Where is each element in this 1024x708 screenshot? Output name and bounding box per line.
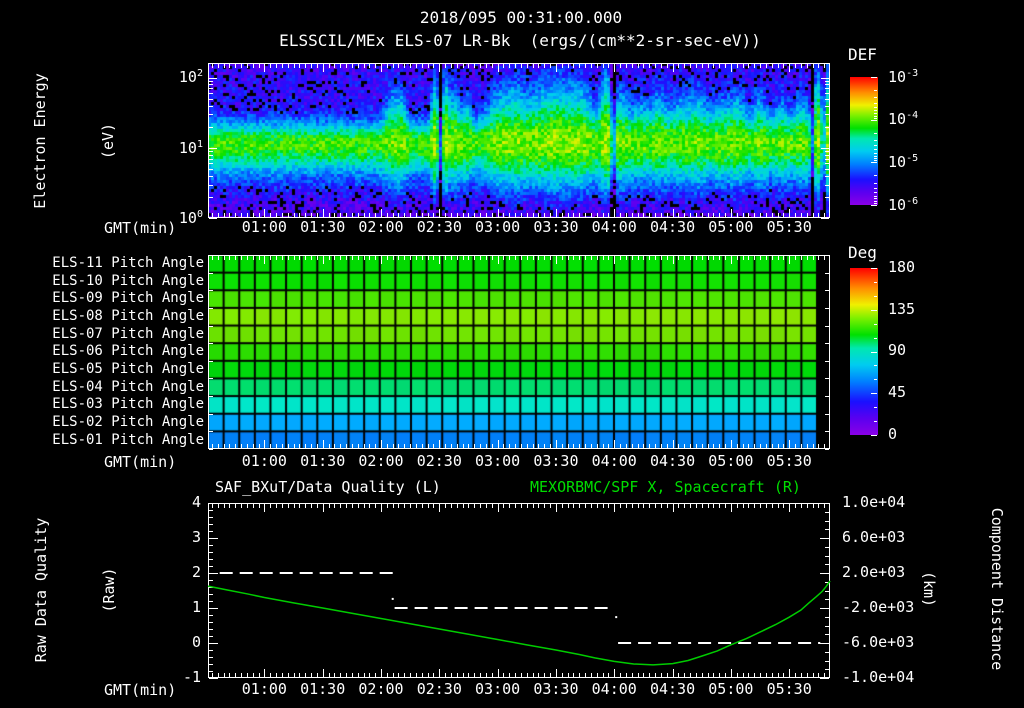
quality-tick-label: -1	[182, 667, 201, 686]
pitch-angle-row-label: ELS-01 Pitch Angle	[52, 431, 204, 448]
spacecraft-x-distance-curve	[207, 580, 831, 666]
gmt-axis-label: GMT(min)	[104, 453, 177, 471]
def-colorbar-tick-label: 10-6	[888, 195, 919, 214]
x-tick-label: 01:30	[300, 451, 346, 470]
axis-label-line: Raw Data Quality	[32, 517, 50, 663]
x-tick-label: 04:30	[649, 217, 696, 236]
x-tick-label: 02:00	[358, 679, 404, 698]
pitch-angle-row-label: ELS-05 Pitch Angle	[52, 360, 204, 377]
middle-panel-frame	[208, 255, 830, 449]
pitch-angle-grid	[208, 255, 830, 449]
axis-label-line: (Raw)	[99, 567, 118, 613]
quality-tick-label: 3	[191, 527, 201, 546]
right-series-title: MEXORBMC/SPF X, Spacecraft (R)	[530, 478, 801, 496]
timestamp-title: 2018/095 00:31:00.000	[419, 8, 623, 27]
distance-tick-label: -6.0e+03	[842, 632, 915, 651]
x-tick-label: 01:00	[241, 217, 287, 236]
def-colorbar-tick-label: 10-5	[888, 153, 919, 172]
pitch-angle-row-label: ELS-06 Pitch Angle	[52, 343, 204, 360]
x-tick-label: 03:30	[533, 451, 579, 470]
def-colorbar-tick-label: 10-4	[888, 110, 919, 129]
pitch-angle-row-label: ELS-10 Pitch Angle	[52, 272, 204, 289]
distance-tick-label: 1.0e+04	[842, 492, 906, 511]
distance-tick-label: 6.0e+03	[842, 527, 906, 546]
distance-tick-label: 2.0e+03	[842, 562, 906, 581]
x-tick-label: 04:00	[591, 451, 637, 470]
x-tick-label: 04:30	[649, 679, 696, 698]
def-colorbar-tick-label: 10-3	[888, 67, 919, 86]
electron-energy-spectrogram	[208, 63, 830, 218]
bottom-panel-frame	[208, 503, 830, 678]
deg-colorbar	[850, 268, 878, 435]
raw-data-quality-axis-label: Raw Data Quality (Raw)	[0, 518, 165, 663]
x-tick-label: 05:00	[708, 217, 754, 236]
x-tick-label: 05:30	[766, 217, 812, 236]
distance-tick-label: -1.0e+04	[842, 667, 915, 686]
data-quality-point	[391, 597, 394, 600]
pitch-angle-row-label: ELS-07 Pitch Angle	[52, 325, 204, 342]
energy-tick-label: 101	[178, 138, 203, 157]
quality-tick-label: 4	[191, 492, 201, 511]
x-tick-label: 03:30	[533, 679, 579, 698]
deg-colorbar-tick-label: 90	[888, 341, 907, 360]
x-tick-label: 02:00	[358, 217, 404, 236]
deg-colorbar-tick-label: 135	[888, 299, 916, 318]
quality-tick-label: 2	[191, 562, 201, 581]
deg-colorbar-tick-label: 45	[888, 383, 907, 401]
axis-label-line: (eV)	[98, 122, 117, 160]
x-tick-label: 05:00	[708, 679, 754, 698]
pitch-angle-row-label: ELS-04 Pitch Angle	[52, 378, 204, 395]
axis-label-line: Component Distance	[988, 507, 1006, 671]
x-tick-label: 02:30	[416, 451, 462, 470]
x-tick-label: 01:00	[241, 679, 287, 698]
quality-tick-label: 1	[191, 597, 201, 616]
x-tick-label: 01:30	[300, 217, 346, 236]
axis-label-line: Electron Energy	[31, 73, 49, 209]
energy-tick-label: 102	[178, 68, 203, 87]
x-tick-label: 02:00	[358, 451, 404, 470]
x-tick-label: 04:30	[649, 451, 696, 470]
deg-colorbar-tick-label: 180	[888, 257, 916, 276]
axis-ticks	[209, 64, 877, 679]
axis-label-line: (km)	[920, 570, 939, 608]
top-panel-frame	[208, 63, 830, 218]
x-tick-label: 04:00	[591, 217, 637, 236]
plot-main-title: ELSSCIL/MEx ELS-07 LR-Bk (ergs/(cm**2-sr…	[279, 31, 761, 50]
distance-tick-label: -2.0e+03	[842, 597, 915, 616]
x-tick-label: 03:00	[475, 679, 521, 698]
data-quality-point	[615, 616, 618, 619]
x-tick-label: 02:30	[416, 679, 462, 698]
deg-colorbar-tick-label: 0	[888, 424, 898, 443]
x-tick-label: 01:00	[241, 451, 287, 470]
quality-tick-label: 0	[191, 632, 201, 651]
energy-tick-label: 100	[178, 208, 203, 227]
pitch-angle-row-label: ELS-11 Pitch Angle	[52, 255, 204, 272]
electron-energy-axis-label: Electron Energy (eV)	[0, 73, 164, 208]
gmt-axis-label: GMT(min)	[104, 681, 177, 699]
x-tick-label: 03:00	[475, 217, 521, 236]
def-colorbar-title: DEF	[848, 45, 877, 64]
pitch-angle-row-label: ELS-09 Pitch Angle	[52, 290, 204, 307]
x-tick-label: 05:00	[708, 451, 754, 470]
pitch-angle-row-label: ELS-03 Pitch Angle	[52, 396, 204, 413]
gmt-axis-label: GMT(min)	[104, 219, 177, 237]
deg-colorbar-title: Deg	[848, 243, 877, 262]
left-series-title: SAF_BXuT/Data Quality (L)	[215, 478, 441, 496]
x-tick-label: 04:00	[591, 679, 637, 698]
pitch-angle-row-label: ELS-08 Pitch Angle	[52, 308, 204, 324]
x-tick-label: 05:30	[766, 679, 812, 698]
x-tick-label: 05:30	[766, 451, 812, 470]
x-tick-label: 03:00	[475, 451, 521, 470]
pitch-angle-row-label: ELS-02 Pitch Angle	[52, 413, 204, 430]
def-colorbar	[850, 77, 878, 205]
x-tick-label: 01:30	[300, 679, 346, 698]
x-tick-label: 03:30	[533, 217, 579, 236]
x-tick-label: 02:30	[416, 217, 462, 236]
